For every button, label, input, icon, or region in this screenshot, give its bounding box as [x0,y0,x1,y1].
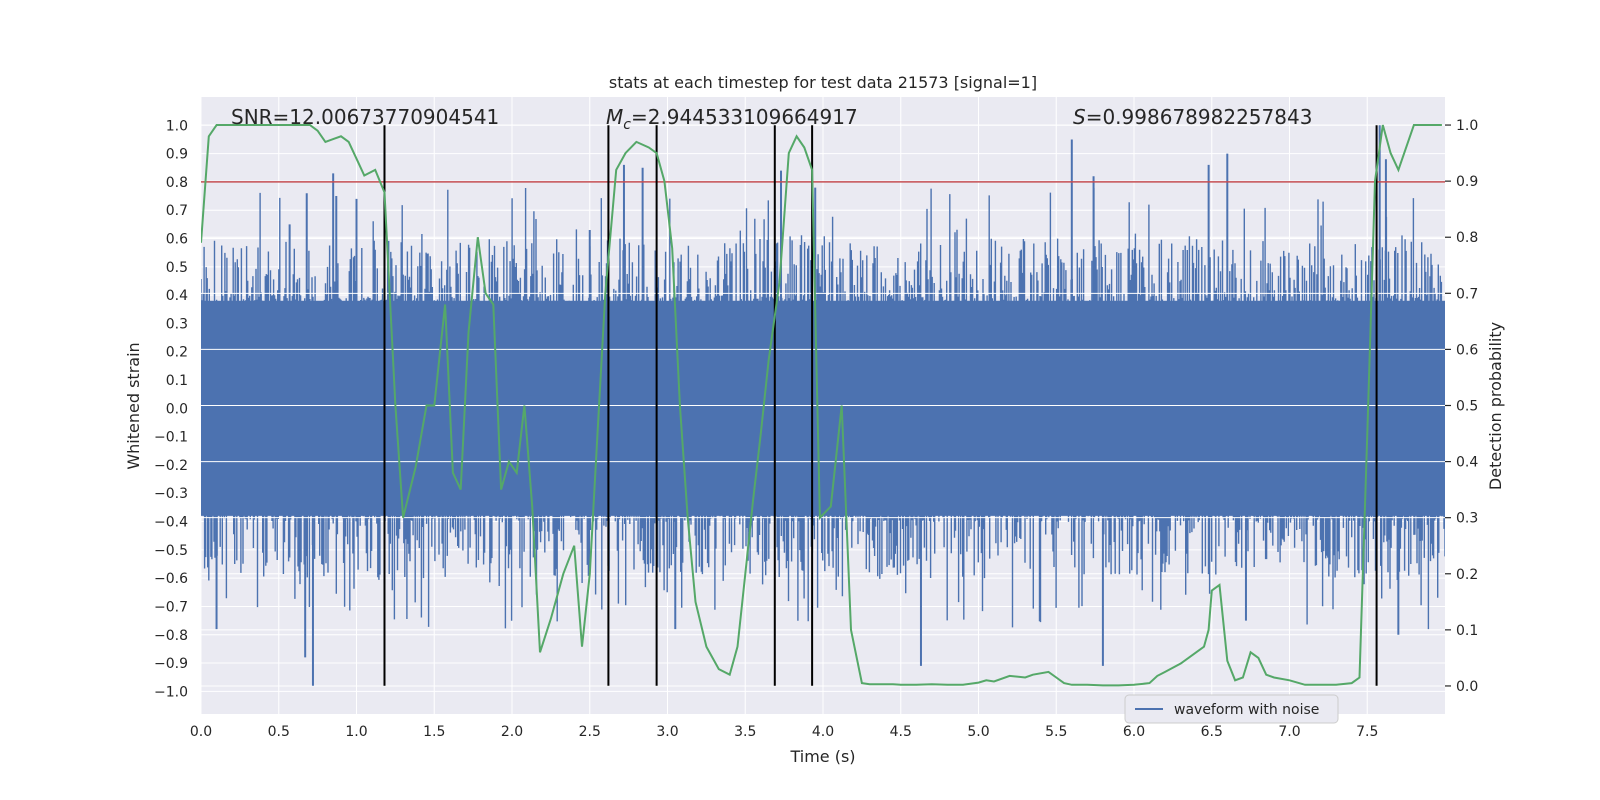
y2-tick-label: 1.0 [1456,118,1478,134]
y2-axis-label: Detection probability [1486,322,1505,490]
x-tick-label: 6.5 [1201,724,1223,740]
y2-tick-label: 0.6 [1456,342,1478,358]
x-tick-label: 5.0 [967,724,989,740]
snr-annotation: SNR=12.00673770904541 [231,105,499,129]
plot-area [201,124,1445,687]
x-tick-label: 6.0 [1123,724,1145,740]
y2-axis-ticks: 0.0 0.1 0.2 0.3 0.4 0.5 0.6 0.7 0.8 0.9 1.0 [1445,118,1478,695]
waveform-series [201,125,1445,686]
y-tick-label: −0.5 [154,543,188,559]
x-tick-label: 3.5 [734,724,756,740]
y-tick-label: 0.8 [166,175,188,191]
y-tick-label: −0.9 [154,656,188,672]
y2-tick-label: 0.8 [1456,230,1478,246]
y-tick-label: −0.3 [154,486,188,502]
y-tick-label: −0.1 [154,430,188,446]
s-annotation: S=0.998678982257843 [1073,105,1312,129]
legend-box [1124,694,1339,724]
y2-tick-label: 0.1 [1456,623,1478,639]
y-tick-label: −1.0 [154,684,188,700]
x-tick-label: 7.0 [1278,724,1300,740]
x-tick-label: 4.5 [890,724,912,740]
y2-tick-label: 0.0 [1456,679,1478,695]
x-tick-label: 3.0 [656,724,678,740]
y-tick-label: 0.0 [166,401,188,417]
y-tick-label: 0.4 [166,288,188,304]
chirp-mass-symbol: M [606,105,623,129]
y-tick-label: −0.2 [154,458,188,474]
y-tick-label: 0.3 [166,316,188,332]
detection-probability-line [201,124,1442,687]
chirp-mass-annotation: Mc=2.944533109664917 [606,105,858,133]
y-axis-ticks: −1.0 −0.9 −0.8 −0.7 −0.6 −0.5 −0.4 −0.3 −0.2 −0.1… [154,118,188,700]
legend-label: waveform with noise [1174,702,1319,718]
x-tick-label: 0.5 [268,724,290,740]
y2-tick-label: 0.3 [1456,511,1478,527]
s-symbol: S [1073,105,1086,129]
waveform-core-band [201,300,1445,516]
y2-tick-label: 0.5 [1456,399,1478,415]
x-tick-label: 5.5 [1045,724,1067,740]
chart-title: stats at each timestep for test data 215… [609,73,1037,92]
x-axis-ticks: 0.0 0.5 1.0 1.5 2.0 2.5 3.0 3.5 4.0 4.5 5.0 5.5 6.0 6… [190,724,1379,740]
x-tick-label: 1.5 [423,724,445,740]
x-tick-label: 7.5 [1356,724,1378,740]
x-tick-label: 0.0 [190,724,212,740]
chirp-mass-value: =2.944533109664917 [631,105,858,129]
chirp-mass-subscript: c [623,117,631,133]
y2-tick-label: 0.4 [1456,455,1478,471]
x-tick-label: 2.5 [579,724,601,740]
y-axis-label: Whitened strain [124,342,143,469]
x-axis-label: Time (s) [789,747,855,766]
y-tick-label: 0.6 [166,232,188,248]
y-tick-label: 0.1 [166,373,188,389]
y-tick-label: −0.8 [154,628,188,644]
x-tick-label: 4.0 [812,724,834,740]
y2-tick-label: 0.7 [1456,286,1478,302]
y-tick-label: 0.9 [166,147,188,163]
y-tick-label: −0.6 [154,571,188,587]
y2-tick-label: 0.9 [1456,174,1478,190]
event-markers [383,125,1378,686]
y-tick-label: 1.0 [166,118,188,134]
y-tick-label: 0.5 [166,260,188,276]
y-tick-label: −0.4 [154,515,188,531]
y-tick-label: 0.7 [166,203,188,219]
legend: waveform with noise [1124,694,1339,724]
x-tick-label: 1.0 [345,724,367,740]
y-tick-label: 0.2 [166,345,188,361]
s-value: =0.998678982257843 [1086,105,1313,129]
y-tick-label: −0.7 [154,599,188,615]
y2-tick-label: 0.2 [1456,567,1478,583]
x-tick-label: 2.0 [501,724,523,740]
